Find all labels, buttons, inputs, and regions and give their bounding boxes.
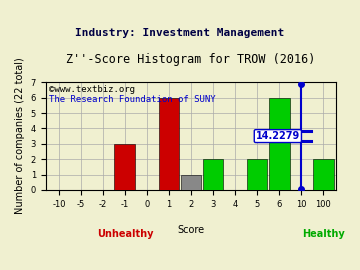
Bar [269,98,289,190]
Bar [180,174,202,190]
X-axis label: Score: Score [177,225,204,235]
Bar [312,159,334,190]
Text: The Research Foundation of SUNY: The Research Foundation of SUNY [49,95,215,104]
Y-axis label: Number of companies (22 total): Number of companies (22 total) [15,58,25,214]
Bar [203,159,224,190]
Bar [114,144,135,190]
Bar [158,98,179,190]
Bar [247,159,267,190]
Title: Z''-Score Histogram for TROW (2016): Z''-Score Histogram for TROW (2016) [66,53,316,66]
Text: Industry: Investment Management: Industry: Investment Management [75,28,285,38]
Text: 14.2279: 14.2279 [256,131,300,141]
Text: Unhealthy: Unhealthy [97,229,153,239]
Text: ©www.textbiz.org: ©www.textbiz.org [49,86,135,94]
Text: Healthy: Healthy [302,229,345,239]
